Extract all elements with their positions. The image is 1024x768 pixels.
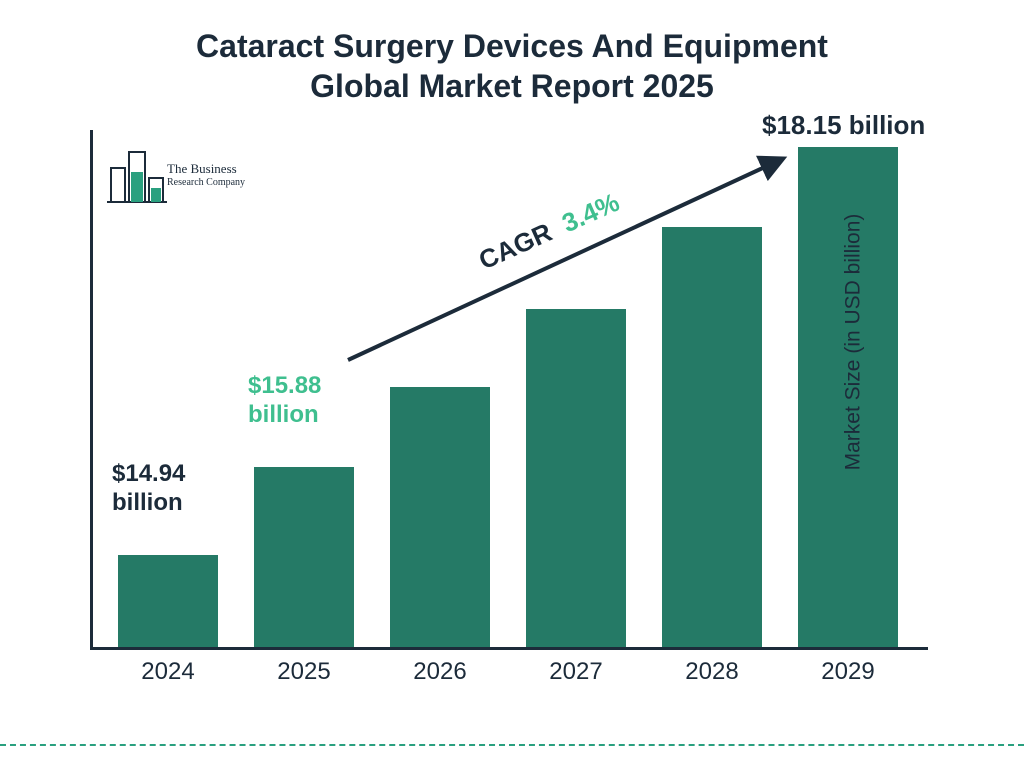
bottom-dashed-line	[0, 744, 1024, 746]
chart-area: The Business Research Company 2024202520…	[90, 130, 930, 690]
title-line-2: Global Market Report 2025	[310, 68, 714, 104]
chart-title: Cataract Surgery Devices And Equipment G…	[0, 0, 1024, 106]
title-line-1: Cataract Surgery Devices And Equipment	[196, 28, 828, 64]
cagr-arrow	[90, 130, 930, 690]
